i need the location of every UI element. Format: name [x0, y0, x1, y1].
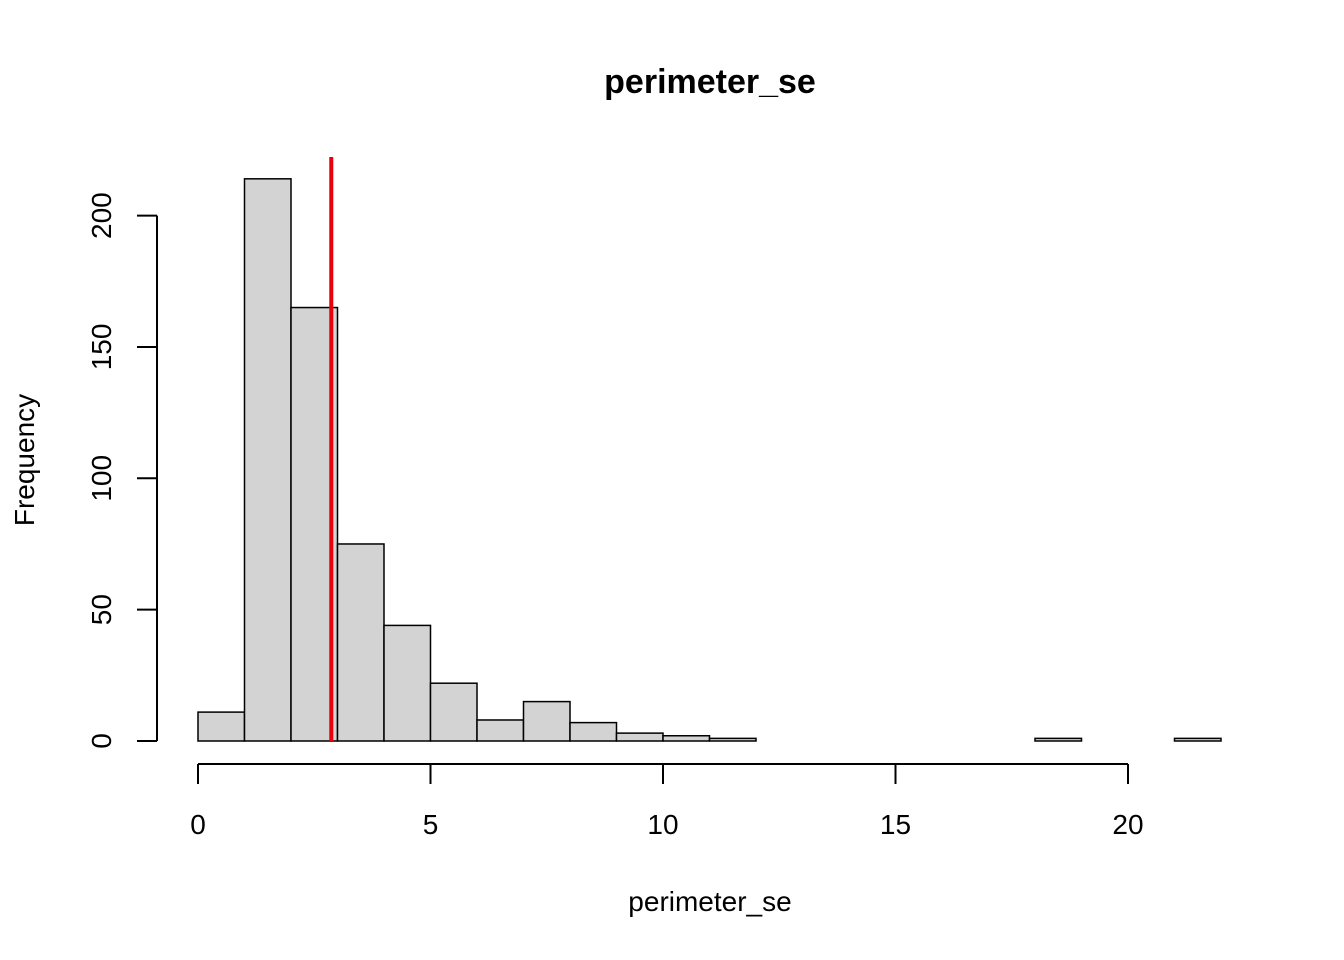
histogram-bar [1034, 737, 1083, 742]
y-axis: 0 50 100 150 200 [86, 192, 158, 749]
histogram-bar [569, 721, 618, 742]
histogram-bar [197, 711, 246, 742]
y-tick-label: 0 [86, 733, 117, 749]
y-tick-label: 200 [86, 192, 117, 239]
y-tick-label: 50 [86, 594, 117, 625]
histogram-bar [243, 178, 292, 742]
histogram-bar [429, 682, 478, 742]
histogram-bar [383, 624, 432, 742]
y-tick-label: 150 [86, 324, 117, 371]
chart-title: perimeter_se [604, 63, 816, 101]
y-axis-label: Frequency [9, 394, 40, 526]
x-axis: 0 5 10 15 20 [190, 763, 1144, 840]
x-tick-label: 15 [880, 809, 911, 840]
x-tick-label: 20 [1112, 809, 1143, 840]
histogram-bar [662, 734, 711, 742]
x-axis-label: perimeter_se [628, 886, 791, 917]
histogram-bar [1173, 737, 1222, 742]
histogram-bar [708, 737, 757, 742]
histogram-bar [615, 732, 664, 742]
x-tick-label: 0 [190, 809, 206, 840]
histogram-bar [522, 700, 571, 742]
x-tick-label: 5 [423, 809, 439, 840]
histogram-bars [197, 178, 1222, 742]
y-tick-label: 100 [86, 455, 117, 502]
histogram-bar [336, 543, 385, 742]
histogram-bar [476, 719, 525, 742]
x-tick-label: 10 [647, 809, 678, 840]
